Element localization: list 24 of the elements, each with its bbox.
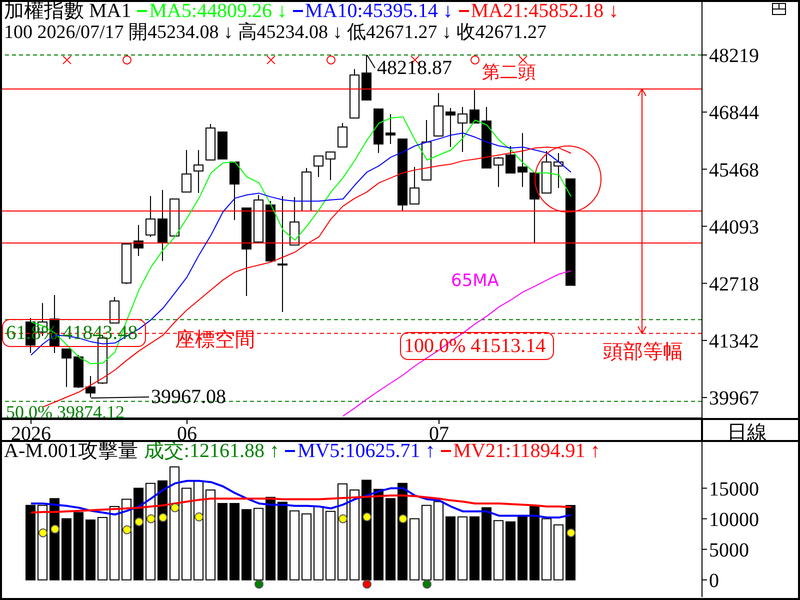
y-tick-label: 5000 <box>709 539 749 562</box>
chart-title: 加權指數 MA1 <box>4 0 132 22</box>
y-tick-label: 46844 <box>709 102 759 124</box>
y-tick-label: 45468 <box>709 159 759 182</box>
text: 100 2026/07/17 開45234.08 ↓ 高45234.08 ↓ 低42671.27 ↓ 收42671.27 <box>4 22 548 44</box>
y-tick-label: 0 <box>709 570 719 592</box>
legend-label: MA10:45395.14 ↓ <box>304 0 453 22</box>
ref-line-label: 50.0% 39874.12 <box>6 402 124 422</box>
y-tick-label: 42718 <box>709 273 759 296</box>
legend-label: MA5:44809.26 ↓ <box>148 0 288 22</box>
y-tick-label: 41342 <box>709 330 759 353</box>
annotation: 48218.87 <box>377 57 452 79</box>
legend-label: MA21:45852.18 ↓ <box>470 0 619 22</box>
y-tick-label: 44093 <box>709 216 759 238</box>
y-tick-label: 39967 <box>709 388 759 410</box>
ref-line-label: 第二頭 <box>482 62 536 83</box>
y-tick-label: 10000 <box>709 508 759 531</box>
annotation: 39967.08 <box>151 386 226 408</box>
y-tick-label: 15000 <box>709 478 759 500</box>
legend-label: MV21:11894.91 ↑ <box>453 440 600 462</box>
y-tick-label: 48219 <box>709 45 759 68</box>
series-label: 65MA <box>451 270 499 291</box>
text: 頭部等幅 <box>603 338 683 365</box>
chart-subtitle: 成交:12161.88 ↑ <box>144 440 280 462</box>
